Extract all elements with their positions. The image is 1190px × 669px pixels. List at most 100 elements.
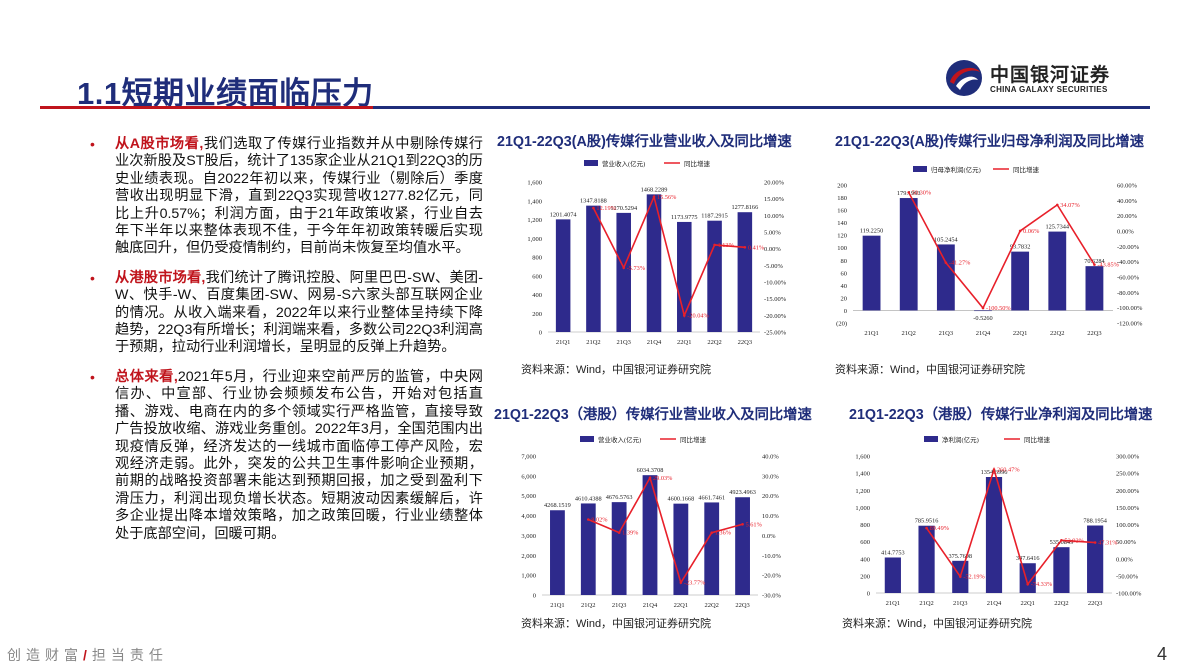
y-right-tick-label: 15.00%	[764, 196, 785, 203]
x-tick-label: 21Q2	[901, 330, 915, 337]
y-right-tick-label: -25.00%	[764, 330, 787, 337]
growth-point-22Q1	[679, 581, 683, 584]
y-left-tick-label: 80	[841, 258, 848, 265]
x-tick-label: 22Q1	[677, 339, 691, 346]
slogan-left: 创造财富	[7, 647, 83, 663]
bar-value-label: 70.6284	[1084, 258, 1105, 265]
x-tick-label: 22Q1	[1020, 600, 1034, 607]
y-left-tick-label: 1,200	[855, 488, 870, 495]
bar-21Q1	[555, 219, 571, 332]
chart-hk-profit: 净利润(亿元) 同比增速 0 200 400 600 800 1,000 1,200 1,400 1…	[855, 435, 1142, 607]
y-right-tick-label: 40.0%	[762, 454, 779, 461]
bar-22Q2	[704, 502, 720, 595]
bar-21Q4	[974, 310, 992, 312]
growth-point-21Q4	[648, 476, 652, 480]
bullet-dot-icon: •	[90, 136, 95, 152]
y-right-tick-label: -5.00%	[764, 263, 784, 270]
x-tick-label: 22Q2	[1050, 330, 1064, 337]
x-tick-label: 22Q3	[738, 339, 752, 346]
x-tick-label: 21Q3	[953, 600, 967, 607]
y-right-tick-label: -20.00%	[764, 313, 787, 320]
legend-bar-label: 净利润(亿元)	[942, 435, 979, 444]
growth-value-label: -41.27%	[949, 260, 971, 267]
y-left-tick-label: 3,000	[521, 533, 536, 540]
y-left-tick-label: 5,000	[521, 493, 536, 500]
y-right-tick-label: 20.00%	[1117, 213, 1138, 220]
bar-21Q2	[586, 205, 601, 332]
y-right-tick-label: 250.00%	[1116, 471, 1140, 478]
page-number: 4	[1157, 644, 1168, 664]
title-divider	[40, 106, 1150, 109]
legend-line-label: 同比增速	[1013, 165, 1040, 174]
bar-value-label: 1347.8188	[580, 198, 607, 205]
x-tick-label: 21Q1	[864, 330, 878, 337]
bar-value-label: 93.7832	[1010, 244, 1030, 251]
bullet-a-share: • 从A股市场看,我们选取了传媒行业指数并从中剔除传媒行业次新股及ST股后，统计…	[83, 136, 483, 258]
legend-bar-label: 营业收入(亿元)	[598, 435, 641, 444]
x-tick-label: 21Q4	[987, 600, 1002, 607]
slogan-slash: /	[83, 647, 92, 663]
bar-value-label: 1277.8166	[731, 204, 758, 211]
x-tick-label: 22Q1	[1013, 330, 1027, 337]
y-right-tick-label: 0.00%	[1116, 556, 1133, 563]
x-tick-label: 22Q3	[1088, 600, 1102, 607]
growth-point-22Q2	[710, 531, 714, 535]
y-left-tick-label: 1,400	[527, 198, 542, 205]
bar-value-label: 4661.7461	[698, 494, 725, 501]
bar-value-label: 1270.5294	[610, 205, 638, 212]
y-left-tick-label: 0	[844, 308, 847, 315]
y-right-tick-label: 30.0%	[762, 473, 779, 480]
growth-point-21Q2	[592, 206, 595, 210]
y-left-tick-label: 800	[532, 255, 542, 262]
x-tick-label: 21Q2	[586, 339, 600, 346]
bar-22Q3	[737, 212, 753, 332]
x-tick-label: 22Q2	[707, 339, 721, 346]
growth-value-label: 1.13%	[718, 242, 735, 249]
y-right-tick-label: -50.00%	[1116, 573, 1139, 580]
growth-value-label: -5.73%	[627, 265, 646, 272]
chart-source-hk-profit: 资料来源：Wind，中国银河证券研究院	[842, 618, 1033, 630]
y-left-tick-label: 6,000	[521, 473, 536, 480]
bar-21Q2	[580, 503, 596, 595]
y-left-tick-label: 600	[532, 273, 542, 280]
y-left-tick-label: 100	[837, 245, 847, 252]
y-right-tick-label: -20.00%	[1117, 244, 1140, 251]
x-tick-label: 21Q4	[976, 330, 991, 337]
bar-value-label: 4600.1668	[667, 496, 694, 503]
growth-value-label: -100.50%	[986, 305, 1011, 312]
y-right-tick-label: -10.00%	[764, 280, 787, 287]
growth-line	[587, 475, 743, 585]
chart-title-hk-revenue: 21Q1-22Q3（港股）传媒行业营业收入及同比增速	[494, 407, 812, 423]
legend-bar-label: 归母净利润(亿元)	[931, 165, 981, 174]
y-right-tick-label: -100.00%	[1116, 591, 1142, 598]
x-tick-label: 21Q1	[556, 339, 570, 346]
y-right-tick-label: 300.00%	[1116, 454, 1140, 461]
galaxy-logo-icon	[946, 60, 982, 96]
x-tick-label: 21Q4	[647, 339, 662, 346]
chart-source-hk-revenue: 资料来源：Wind，中国银河证券研究院	[521, 618, 712, 630]
growth-point-21Q4	[652, 195, 656, 199]
growth-line	[592, 194, 745, 318]
y-left-tick-label: 40	[841, 283, 848, 290]
legend-bar-label: 营业收入(亿元)	[602, 159, 645, 168]
y-right-tick-label: 5.00%	[764, 230, 781, 237]
bar-22Q1	[1011, 251, 1030, 311]
y-right-tick-label: -60.00%	[1117, 275, 1140, 282]
chart-title-a-revenue: 21Q1-22Q3(A股)传媒行业营业收入及同比增速	[497, 134, 792, 150]
growth-point-22Q1	[1018, 229, 1022, 233]
bar-22Q3	[1085, 266, 1104, 311]
y-left-tick-label: 60	[841, 270, 848, 277]
bullet-highlight: 从A股市场看,	[115, 136, 204, 152]
bar-value-label: 1354.6996	[981, 469, 1008, 476]
growth-point-21Q4	[992, 468, 996, 471]
growth-point-21Q3	[622, 266, 626, 270]
bullet-text: 我们统计了腾讯控股、阿里巴巴-SW、美团-W、快手-W、百度集团-SW、网易-S…	[115, 269, 483, 356]
y-left-tick-label: 200	[837, 183, 847, 190]
bar-value-label: 788.1954	[1083, 518, 1107, 525]
bullet-text: 我们选取了传媒行业指数并从中剔除传媒行业次新股及ST股后，统计了135家企业从2…	[115, 136, 483, 257]
growth-point-22Q1	[1026, 582, 1030, 586]
y-left-tick-label: 0	[533, 593, 536, 600]
bar-value-label: 4268.1519	[544, 502, 571, 509]
y-left-tick-label: 20	[841, 295, 848, 302]
growth-value-label: 0.41%	[748, 244, 765, 251]
